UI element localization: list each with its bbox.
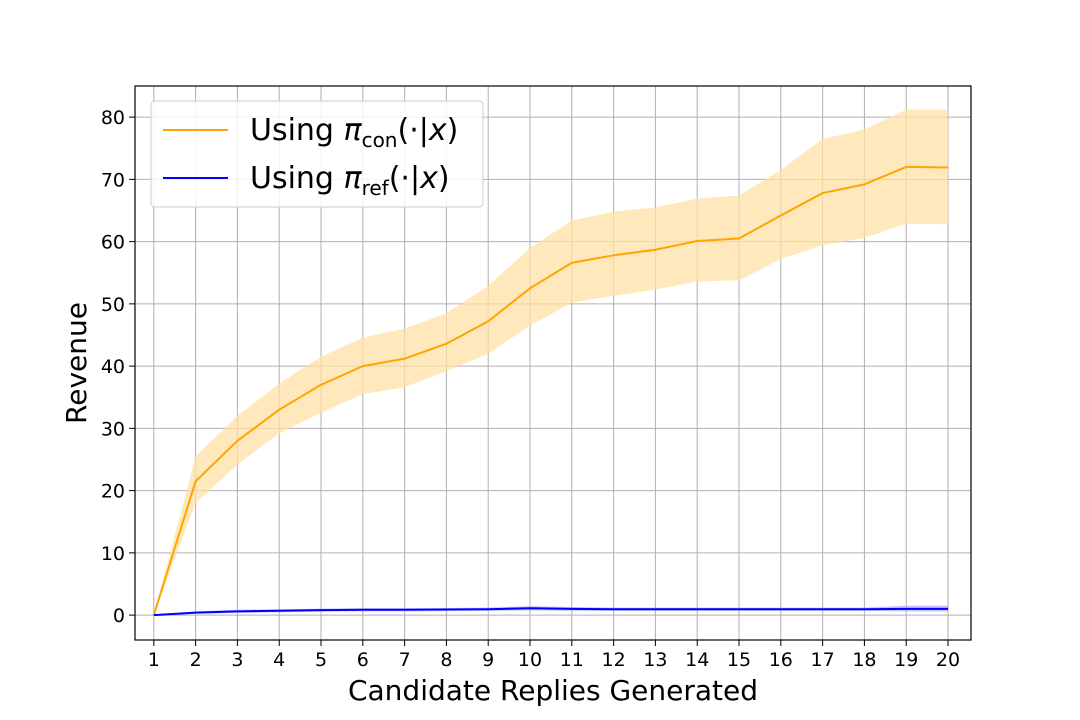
legend-entry-ref-pi: π	[344, 161, 363, 196]
x-tick-label: 13	[643, 649, 667, 671]
confidence-band-con	[153, 109, 949, 616]
x-tick-label: 20	[936, 649, 960, 671]
x-tick-label: 12	[602, 649, 626, 671]
x-tick-label: 8	[440, 649, 452, 671]
y-tick-label: 60	[101, 232, 125, 254]
y-tick-label: 40	[101, 356, 125, 378]
x-axis-label: Candidate Replies Generated	[348, 674, 758, 707]
confidence-band-ref	[153, 605, 949, 616]
legend-entry-ref-var: x	[419, 161, 438, 196]
y-tick-label: 50	[101, 294, 125, 316]
y-tick-label: 0	[113, 605, 125, 627]
y-tick-label: 30	[101, 418, 125, 440]
legend: Using πcon(·|x) Using πref(·|x)	[150, 100, 484, 208]
x-tick-label: 6	[357, 649, 369, 671]
y-tick-label: 20	[101, 481, 125, 503]
legend-entry-ref-args: (·|	[389, 161, 420, 196]
x-tick-label: 16	[769, 649, 793, 671]
legend-entry-con-subscript: con	[362, 128, 398, 152]
legend-box	[150, 100, 484, 208]
x-tick-label: 9	[482, 649, 494, 671]
x-tick-label: 5	[315, 649, 327, 671]
legend-entry-ref: Using πref(·|x)	[250, 161, 450, 200]
x-tick-label: 14	[685, 649, 709, 671]
y-tick-label: 80	[101, 107, 125, 129]
series-line-ref	[153, 607, 949, 617]
x-tick-label: 11	[560, 649, 584, 671]
plot-frame	[134, 85, 972, 641]
legend-entry-con: Using πcon(·|x)	[250, 113, 458, 152]
x-tick-label: 19	[894, 649, 918, 671]
x-tick-label: 3	[231, 649, 243, 671]
y-tick-label: 70	[101, 169, 125, 191]
confidence-bands	[153, 109, 949, 616]
legend-entry-ref-base: Using	[250, 161, 344, 196]
x-axis-ticks: 1 2 3 4 5 6 7 8 9 10 11 12 13 14 15 16 17 18 19 20	[148, 640, 960, 671]
legend-entry-con-var: x	[428, 113, 447, 148]
y-axis-ticks: 0 10 20 30 40 50 60 70 80	[101, 107, 135, 627]
x-tick-label: 2	[190, 649, 202, 671]
x-tick-label: 4	[273, 649, 285, 671]
x-tick-label: 10	[518, 649, 542, 671]
y-axis-label: Revenue	[60, 302, 93, 424]
x-tick-label: 7	[399, 649, 411, 671]
series-lines	[152, 165, 949, 617]
x-tick-label: 17	[811, 649, 835, 671]
legend-entry-con-base: Using	[250, 113, 344, 148]
legend-entry-con-args: (·|	[398, 113, 429, 148]
x-tick-label: 1	[148, 649, 160, 671]
series-line-con	[152, 165, 949, 616]
y-tick-label: 10	[101, 543, 125, 565]
x-tick-label: 15	[727, 649, 751, 671]
legend-entry-ref-subscript: ref	[362, 176, 390, 200]
x-tick-label: 18	[852, 649, 876, 671]
legend-entry-con-close: )	[447, 113, 459, 148]
legend-entry-con-pi: π	[344, 113, 363, 148]
legend-entry-ref-close: )	[438, 161, 450, 196]
